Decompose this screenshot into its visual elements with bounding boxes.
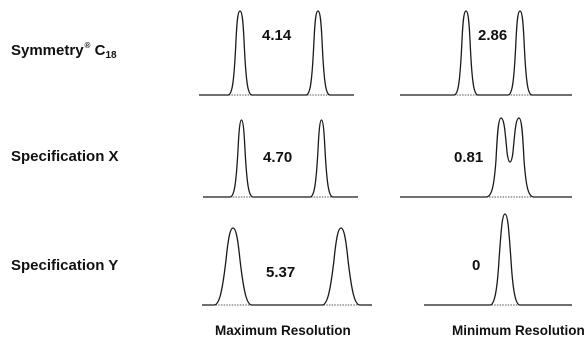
resolution-value: 0.81 xyxy=(454,149,484,166)
row-label-specification-y: Specification Y xyxy=(11,257,118,274)
chromatogram-specx-max xyxy=(203,119,358,198)
row-label-main: Specification X xyxy=(11,148,119,165)
resolution-value: 0 xyxy=(472,257,481,274)
chromatogram-symmetry-min xyxy=(400,10,572,96)
chromatogram-specy-max xyxy=(202,227,372,306)
resolution-value: 5.37 xyxy=(266,264,296,281)
resolution-value: 4.14 xyxy=(262,27,292,44)
resolution-value: 4.70 xyxy=(263,149,293,166)
caption-maximum-resolution: Maximum Resolution xyxy=(215,323,351,338)
registered-mark: ® xyxy=(84,41,91,50)
row-label-symmetry-c18: Symmetry® C18 xyxy=(11,41,117,61)
chromatogram-specy-min xyxy=(424,213,572,306)
resolution-value: 2.86 xyxy=(478,27,508,44)
row-label-c: C xyxy=(90,42,106,59)
row-label-main: Symmetry xyxy=(11,42,84,59)
row-label-main: Specification Y xyxy=(11,257,119,274)
row-label-specification-x: Specification X xyxy=(11,148,119,165)
chromatogram-specx-min xyxy=(400,117,572,198)
chromatogram-symmetry-max xyxy=(199,10,354,96)
row-label-subscript: 18 xyxy=(105,50,117,61)
caption-minimum-resolution: Minimum Resolution xyxy=(452,323,585,338)
